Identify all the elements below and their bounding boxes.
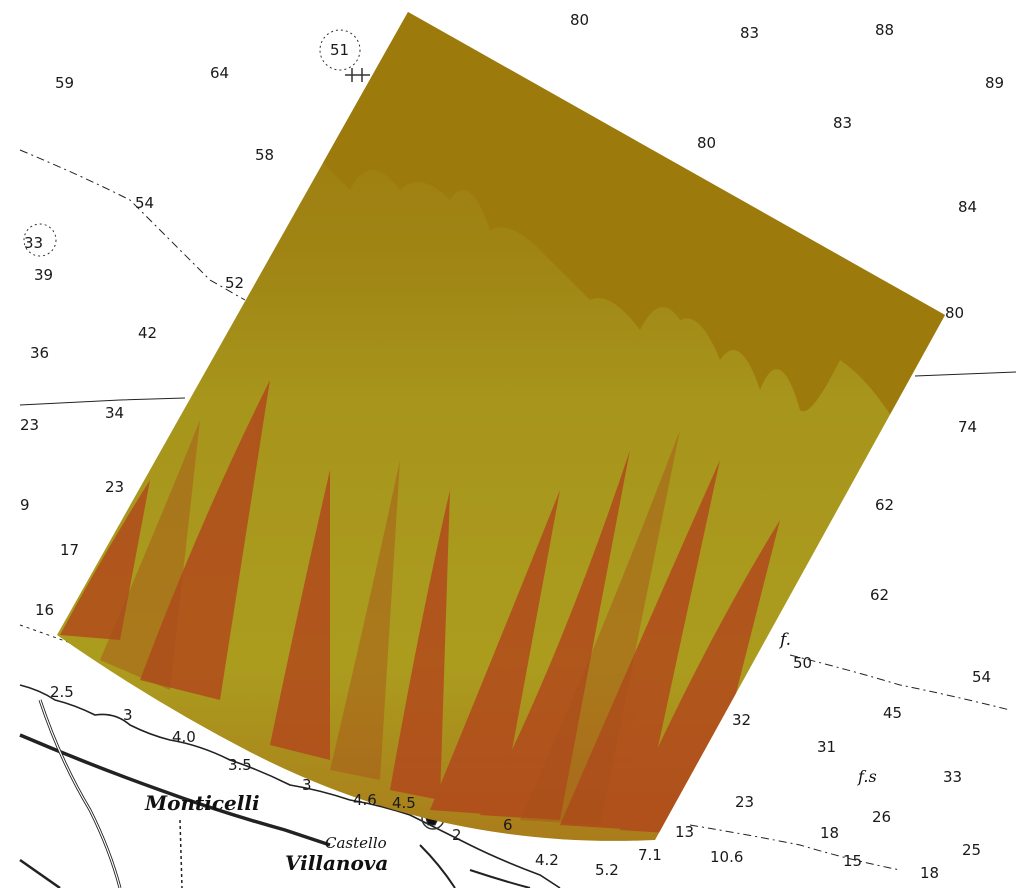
depth-sounding: 80 [697,134,716,152]
depth-sounding: 39 [34,266,53,284]
depth-sounding: 83 [740,24,759,42]
symbol-label: f.s [857,767,877,786]
place-monticelli: Monticelli [144,791,260,815]
depth-contour-line [19,397,186,406]
coastline [19,684,561,888]
shoreline [19,684,561,888]
depth-sounding: 74 [958,418,977,436]
place-castello: Castello [325,834,387,852]
depth-sounding: 23 [735,793,754,811]
buoy-circle-icon [23,223,57,257]
depth-sounding: 25 [962,841,981,859]
depth-sounding: 64 [210,64,229,82]
wreck-icon [345,68,370,82]
depth-sounding: 3 [123,706,133,724]
depth-sounding: 6 [503,816,513,834]
depth-sounding: 31 [817,738,836,756]
depth-sounding: 23 [105,478,124,496]
depth-sounding: 34 [105,404,124,422]
depth-contour-line [689,824,901,871]
depth-sounding: 51 [330,41,349,59]
depth-sounding: 58 [255,146,274,164]
depth-sounding: 13 [675,823,694,841]
road [419,844,456,888]
depth-sounding: 4.2 [535,851,559,869]
depth-sounding: 23 [20,416,39,434]
depth-sounding: 83 [833,114,852,132]
depth-sounding: 7.1 [638,846,662,864]
depth-sounding: 52 [225,274,244,292]
depth-sounding: 33 [943,768,962,786]
depth-contour-line [914,371,1016,377]
depth-sounding: 4.0 [172,728,196,746]
depth-sounding: 80 [570,11,589,29]
depth-sounding: 17 [60,541,79,559]
depth-sounding: 62 [870,586,889,604]
depth-sounding: 18 [820,824,839,842]
depth-sounding: 59 [55,74,74,92]
road [19,733,331,847]
depth-sounding: 4.6 [353,791,377,809]
depth-sounding: 9 [20,496,30,514]
place-villanova: Villanova [285,851,388,875]
road [19,858,61,888]
overlay-streaks [60,380,780,835]
road [179,819,183,888]
depth-sounding: 89 [985,74,1004,92]
road [38,699,122,888]
depth-sounding: 80 [945,304,964,322]
depth-sounding: 54 [135,194,154,212]
depth-sounding: 54 [972,668,991,686]
symbol-label: f. [778,630,791,650]
depth-sounding: 45 [883,704,902,722]
road [39,699,121,888]
road [469,869,531,888]
depth-sounding: 62 [875,496,894,514]
depth-sounding: 84 [958,198,977,216]
depth-sounding: 4.5 [392,794,416,812]
bathymetry-overlay [57,12,945,841]
depth-sounding: 16 [35,601,54,619]
depth-sounding: 2.5 [50,683,74,701]
depth-sounding: 26 [872,808,891,826]
depth-sounding: 42 [138,324,157,342]
depth-sounding: 33 [24,234,43,252]
depth-contour-line [789,654,1011,711]
buoy-circle-icon [319,29,361,71]
depth-sounding: 3.5 [228,756,252,774]
depth-contour-line [19,149,246,301]
depth-sounding: 88 [875,21,894,39]
depth-sounding: 10.6 [710,848,743,866]
depth-sounding: 5.2 [595,861,619,879]
depth-sounding: 32 [732,711,751,729]
depth-sounding: 36 [30,344,49,362]
depth-sounding: 2 [452,826,462,844]
depth-sounding: 15 [843,852,862,870]
depth-sounding: 50 [793,654,812,672]
depth-sounding: 18 [920,864,939,882]
depth-sounding: 3 [302,776,312,794]
